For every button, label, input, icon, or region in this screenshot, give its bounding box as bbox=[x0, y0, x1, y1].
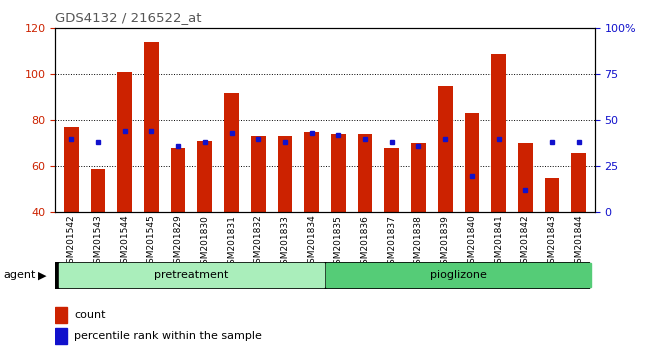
Bar bbox=[278, 136, 292, 212]
Text: percentile rank within the sample: percentile rank within the sample bbox=[74, 331, 262, 341]
Text: GSM201835: GSM201835 bbox=[334, 215, 343, 270]
Bar bbox=[331, 134, 346, 212]
Bar bbox=[571, 153, 586, 212]
Text: GSM201829: GSM201829 bbox=[174, 215, 183, 269]
Bar bbox=[55, 307, 67, 323]
Text: GDS4132 / 216522_at: GDS4132 / 216522_at bbox=[55, 11, 201, 24]
Bar bbox=[491, 53, 506, 212]
Text: ▶: ▶ bbox=[38, 270, 46, 280]
Text: GSM201833: GSM201833 bbox=[280, 215, 289, 270]
Text: pioglizone: pioglizone bbox=[430, 270, 487, 280]
Bar bbox=[326, 263, 591, 287]
Text: GSM201834: GSM201834 bbox=[307, 215, 316, 269]
Text: agent: agent bbox=[3, 270, 36, 280]
Bar bbox=[411, 143, 426, 212]
Bar bbox=[465, 113, 479, 212]
Bar bbox=[251, 136, 266, 212]
Text: GSM201544: GSM201544 bbox=[120, 215, 129, 269]
Text: GSM201830: GSM201830 bbox=[200, 215, 209, 270]
Bar bbox=[224, 93, 239, 212]
Text: GSM201842: GSM201842 bbox=[521, 215, 530, 269]
Text: GSM201841: GSM201841 bbox=[494, 215, 503, 269]
Bar bbox=[118, 72, 132, 212]
Text: GSM201831: GSM201831 bbox=[227, 215, 236, 270]
Bar bbox=[438, 86, 452, 212]
Text: GSM201843: GSM201843 bbox=[547, 215, 556, 269]
Bar bbox=[171, 148, 185, 212]
Bar bbox=[545, 178, 560, 212]
Text: GSM201542: GSM201542 bbox=[67, 215, 76, 269]
Bar bbox=[518, 143, 532, 212]
Bar bbox=[304, 132, 319, 212]
Bar bbox=[90, 169, 105, 212]
Text: GSM201543: GSM201543 bbox=[94, 215, 103, 269]
Bar bbox=[64, 127, 79, 212]
Text: pretreatment: pretreatment bbox=[154, 270, 229, 280]
Bar bbox=[55, 328, 67, 344]
Text: GSM201838: GSM201838 bbox=[414, 215, 423, 270]
Bar bbox=[59, 263, 324, 287]
Bar bbox=[358, 134, 372, 212]
Bar bbox=[198, 141, 212, 212]
Text: GSM201840: GSM201840 bbox=[467, 215, 476, 269]
Text: GSM201545: GSM201545 bbox=[147, 215, 156, 269]
Text: GSM201836: GSM201836 bbox=[361, 215, 370, 270]
Text: count: count bbox=[74, 310, 106, 320]
Bar bbox=[384, 148, 399, 212]
Text: GSM201837: GSM201837 bbox=[387, 215, 396, 270]
Text: GSM201832: GSM201832 bbox=[254, 215, 263, 269]
Text: GSM201839: GSM201839 bbox=[441, 215, 450, 270]
Bar bbox=[144, 42, 159, 212]
Text: GSM201844: GSM201844 bbox=[574, 215, 583, 269]
